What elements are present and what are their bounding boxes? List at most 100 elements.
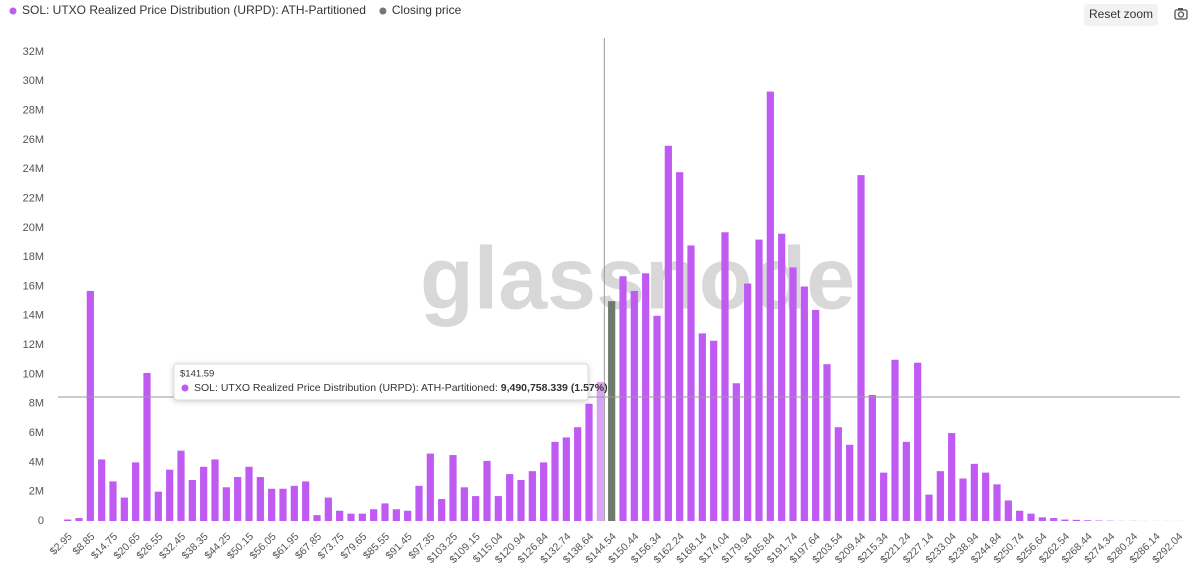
bar xyxy=(234,477,242,521)
bar xyxy=(347,513,355,521)
bar xyxy=(800,286,808,521)
bar xyxy=(846,444,854,521)
bar xyxy=(256,477,264,521)
bar xyxy=(744,283,752,521)
legend: SOL: UTXO Realized Price Distribution (U… xyxy=(9,3,462,17)
bar xyxy=(857,175,865,522)
bar xyxy=(1084,520,1092,521)
bar xyxy=(517,479,525,521)
bar xyxy=(336,510,344,521)
y-tick-label: 12M xyxy=(23,339,44,351)
bar xyxy=(766,91,774,522)
plot: 0 2M 4M 6M 8M 10M 12M 14M 16M 18M 20M 22M 24M 26M 28M 3… xyxy=(23,38,1186,566)
bar xyxy=(313,515,321,521)
bar xyxy=(200,466,208,521)
bar xyxy=(472,496,480,521)
tooltip-category: $141.59 xyxy=(180,369,214,380)
bar xyxy=(619,276,627,521)
x-tick-label: $2.95 xyxy=(48,530,75,557)
bar xyxy=(188,479,196,521)
tooltip-box xyxy=(173,363,589,401)
bar xyxy=(358,513,366,521)
reset-zoom-button[interactable] xyxy=(1084,4,1158,26)
bar xyxy=(98,459,106,521)
bar xyxy=(948,433,956,521)
bar xyxy=(381,503,389,521)
y-tick-label: 8M xyxy=(29,398,44,410)
bar xyxy=(245,466,253,521)
bar xyxy=(664,145,672,522)
bar xyxy=(778,233,786,522)
bar xyxy=(1038,517,1046,521)
bar xyxy=(460,487,468,521)
bar xyxy=(86,290,94,521)
y-tick-label: 10M xyxy=(23,368,44,380)
bar xyxy=(494,496,502,521)
bar xyxy=(109,481,117,521)
legend-marker xyxy=(379,7,387,15)
bar xyxy=(698,333,706,521)
bar xyxy=(528,471,536,521)
tooltip-series: SOL: UTXO Realized Price Distribution (U… xyxy=(194,382,498,394)
bar xyxy=(608,301,616,521)
bar xyxy=(268,488,276,521)
y-tick-label: 20M xyxy=(23,222,44,234)
bar xyxy=(324,497,332,521)
tooltip-dot xyxy=(181,384,189,392)
bar xyxy=(211,459,219,521)
bar xyxy=(551,441,559,521)
bar xyxy=(132,462,140,521)
bar xyxy=(166,469,174,521)
bar xyxy=(914,362,922,521)
legend-marker xyxy=(9,7,17,15)
y-tick-label: 6M xyxy=(29,427,44,439)
y-tick-label: 30M xyxy=(23,75,44,87)
bar xyxy=(868,394,876,521)
y-tick-label: 0 xyxy=(38,515,44,527)
y-tick-label: 24M xyxy=(23,163,44,175)
bar xyxy=(562,437,570,521)
y-tick-label: 4M xyxy=(29,456,44,468)
bar xyxy=(823,364,831,521)
bar xyxy=(506,474,514,521)
legend-label: Closing price xyxy=(392,3,462,17)
bar xyxy=(959,478,967,521)
bar xyxy=(834,427,842,521)
bar xyxy=(630,290,638,521)
tooltip-text: SOL: UTXO Realized Price Distribution (U… xyxy=(194,382,608,394)
camera-icon[interactable] xyxy=(1174,8,1188,20)
bar xyxy=(574,427,582,521)
y-tick-label: 2M xyxy=(29,486,44,498)
bar xyxy=(438,499,446,521)
reset-zoom-label[interactable]: Reset zoom xyxy=(1089,7,1153,21)
bar xyxy=(143,372,151,521)
bar xyxy=(721,232,729,521)
bar xyxy=(1050,518,1058,521)
bar xyxy=(1061,519,1069,521)
bar xyxy=(392,509,400,521)
bar xyxy=(370,509,378,521)
bar xyxy=(404,510,412,521)
bar xyxy=(891,359,899,521)
bar xyxy=(1004,500,1012,521)
y-tick-label: 16M xyxy=(23,280,44,292)
y-tick-label: 18M xyxy=(23,251,44,263)
bar xyxy=(653,315,661,521)
bar xyxy=(449,455,457,521)
bar xyxy=(222,487,230,521)
bar xyxy=(585,403,593,521)
bar xyxy=(902,441,910,521)
bar xyxy=(880,472,888,521)
legend-label: SOL: UTXO Realized Price Distribution (U… xyxy=(22,3,366,17)
tooltip-value: 9,490,758.339 (1.57%) xyxy=(501,382,608,394)
bar xyxy=(732,383,740,521)
bar xyxy=(676,172,684,521)
bar xyxy=(710,340,718,521)
y-tick-label: 28M xyxy=(23,105,44,117)
bar xyxy=(302,481,310,521)
bar xyxy=(755,239,763,521)
bar xyxy=(1072,519,1080,521)
bar xyxy=(426,453,434,521)
bar xyxy=(812,309,820,521)
